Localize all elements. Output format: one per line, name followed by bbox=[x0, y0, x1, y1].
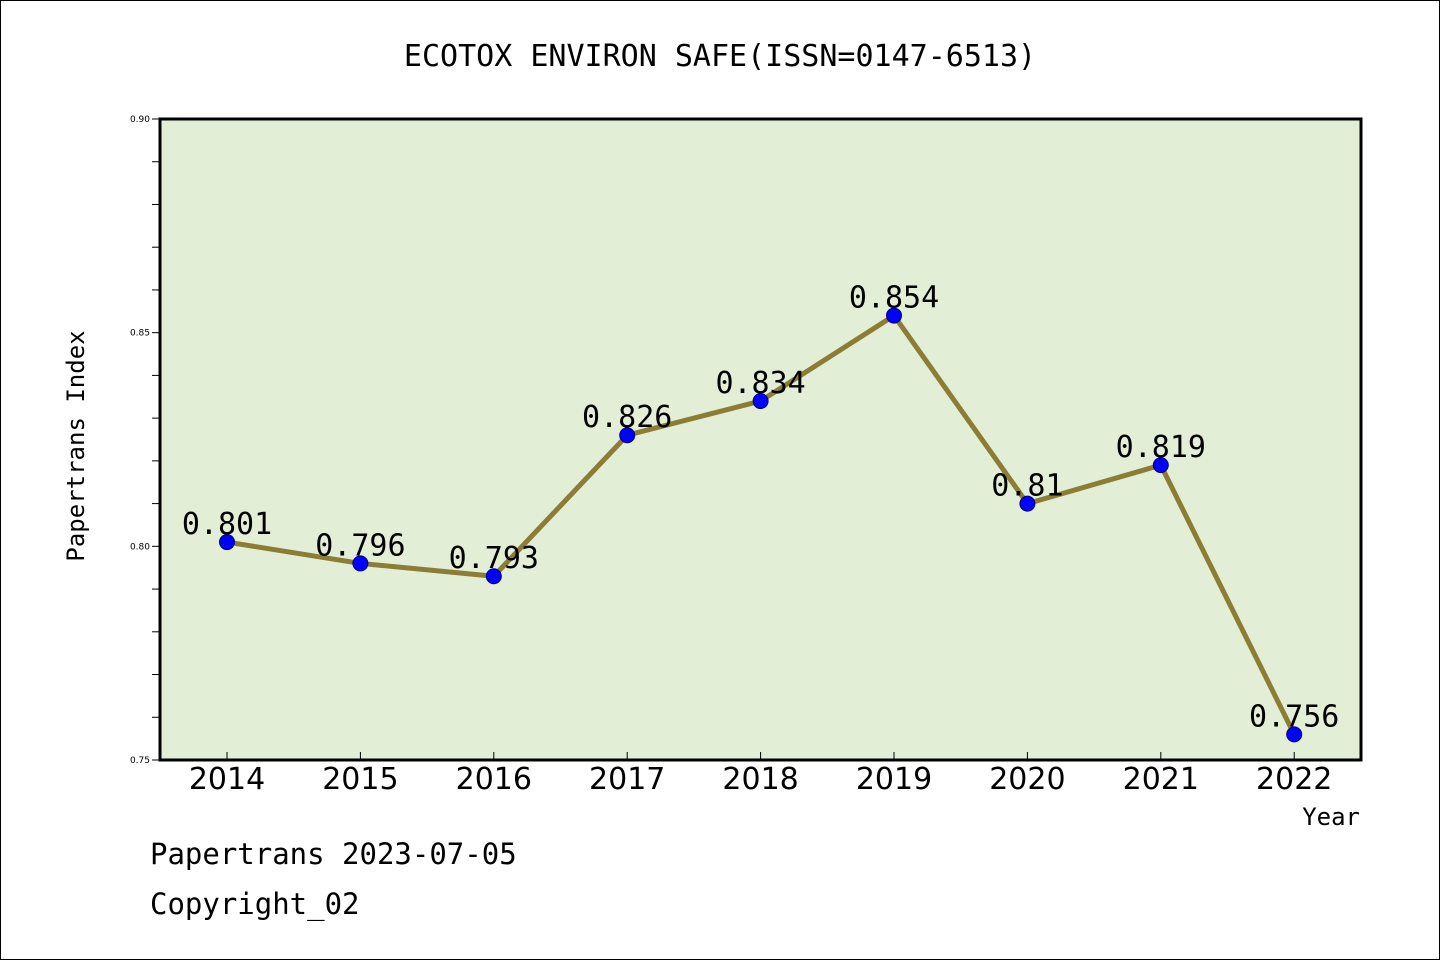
footer-copyright: Copyright_02 bbox=[150, 887, 360, 922]
x-tick-label: 2019 bbox=[856, 762, 932, 797]
data-label: 0.756 bbox=[1249, 699, 1339, 734]
data-point bbox=[219, 534, 235, 551]
data-point bbox=[1152, 457, 1169, 474]
x-tick-label: 2021 bbox=[1123, 762, 1199, 797]
data-point bbox=[485, 568, 502, 585]
footer-date: Papertrans 2023-07-05 bbox=[150, 837, 517, 871]
x-tick-label: 2014 bbox=[189, 762, 265, 797]
x-tick-label: 2017 bbox=[589, 762, 665, 797]
data-point bbox=[1019, 495, 1036, 512]
data-point bbox=[619, 427, 636, 444]
y-axis-label: Papertrans Index bbox=[62, 330, 90, 561]
plot-area bbox=[158, 117, 1363, 762]
x-tick-label: 2022 bbox=[1256, 762, 1332, 797]
data-labels: 0.801 0.796 0.793 0.826 0.834 0.854 0.81 0.819 0… bbox=[182, 281, 1340, 735]
y-tick-label: 0.75 bbox=[130, 756, 150, 766]
x-tick-label: 2018 bbox=[722, 762, 798, 797]
data-label: 0.801 bbox=[182, 507, 272, 542]
data-point bbox=[752, 393, 769, 410]
x-axis-ticks bbox=[226, 752, 1295, 760]
y-tick-label: 0.80 bbox=[130, 542, 150, 552]
x-axis-label: Year bbox=[1302, 803, 1360, 831]
x-axis-tick-labels: 2014 2015 2016 2017 2018 2019 2020 2021 2022 bbox=[189, 762, 1333, 797]
data-label: 0.793 bbox=[449, 541, 539, 576]
y-tick-label: 0.85 bbox=[130, 329, 150, 339]
x-tick-label: 2020 bbox=[989, 762, 1065, 797]
x-tick-label: 2015 bbox=[322, 762, 398, 797]
series-markers bbox=[219, 307, 1303, 743]
data-point bbox=[1286, 726, 1303, 743]
data-label: 0.834 bbox=[715, 366, 805, 401]
x-tick-label: 2016 bbox=[456, 762, 532, 797]
y-axis-tick-labels: 0.75 0.80 0.85 0.90 bbox=[130, 115, 150, 766]
data-label: 0.826 bbox=[582, 400, 672, 435]
data-point bbox=[352, 555, 369, 572]
data-label: 0.819 bbox=[1116, 430, 1206, 465]
data-label: 0.81 bbox=[991, 469, 1063, 504]
data-label: 0.854 bbox=[849, 281, 939, 316]
y-tick-label: 0.90 bbox=[130, 115, 150, 125]
data-point bbox=[886, 307, 902, 324]
y-axis-ticks bbox=[152, 118, 160, 761]
chart-title: ECOTOX ENVIRON SAFE(ISSN=0147-6513) bbox=[404, 39, 1036, 74]
data-label: 0.796 bbox=[315, 528, 405, 563]
